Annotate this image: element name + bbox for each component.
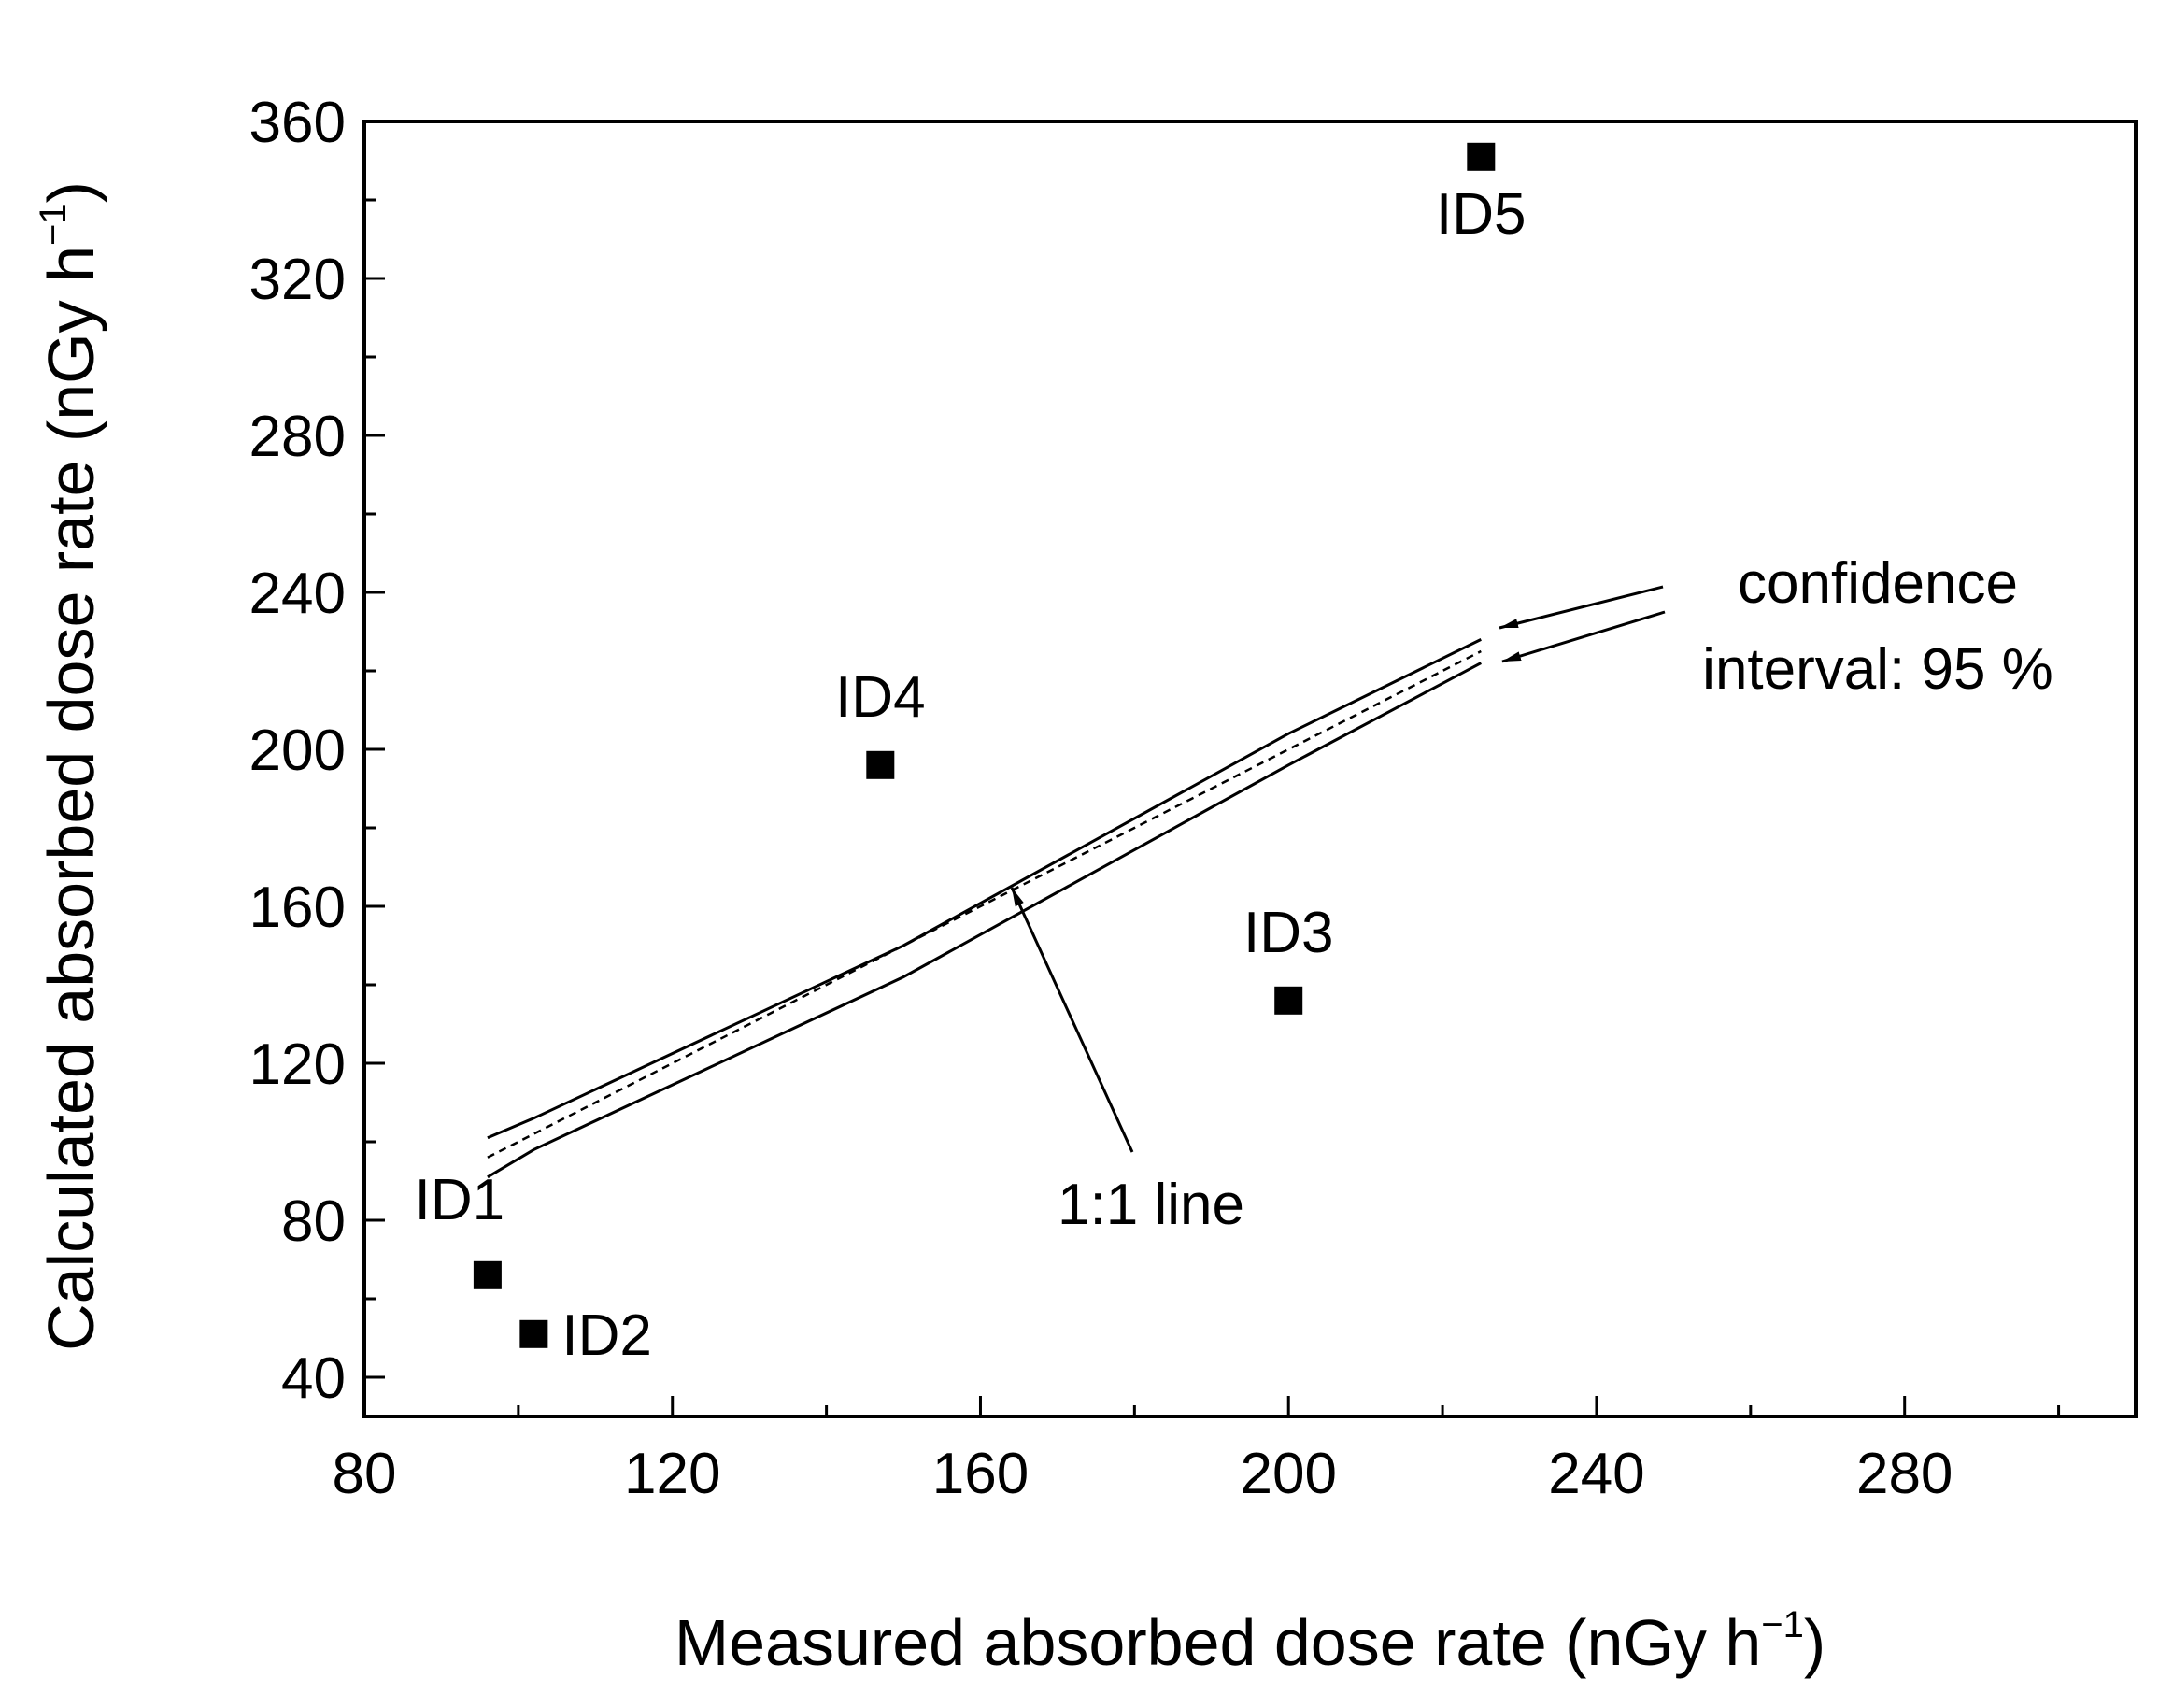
y-tick-label: 40 (281, 1346, 346, 1411)
y-tick-label: 80 (281, 1189, 346, 1254)
x-tick-label: 120 (624, 1442, 720, 1506)
x-axis-title: Measured absorbed dose rate (nGy h−1) (675, 1604, 1825, 1679)
x-tick-label: 280 (1856, 1442, 1953, 1506)
x-tick-label: 200 (1240, 1442, 1336, 1506)
y-tick-label: 240 (249, 562, 346, 626)
confidence-label-line2: interval: 95 % (1702, 637, 2053, 702)
y-tick-label: 280 (249, 405, 346, 469)
point-label-id2: ID2 (561, 1303, 651, 1368)
one-to-one-label: 1:1 line (1058, 1173, 1244, 1237)
plot-area-frame (362, 120, 2138, 1418)
data-points: ID1 ID2 ID3 ID4 ID5 (415, 142, 1527, 1368)
y-tick-label: 120 (249, 1032, 346, 1097)
one-to-one-line (487, 649, 1482, 1159)
axis-ticks (362, 120, 2061, 1416)
confidence-label-line1: confidence (1738, 551, 2018, 616)
data-point-id2 (519, 1319, 548, 1348)
x-tick-label: 80 (333, 1442, 397, 1506)
data-point-id5 (1467, 142, 1496, 171)
point-label-id1: ID1 (415, 1168, 504, 1232)
data-point-id1 (473, 1260, 502, 1289)
point-label-id3: ID3 (1243, 901, 1333, 965)
point-label-id5: ID5 (1436, 182, 1526, 247)
y-axis-title: Calculated absorbed dose rate (nGy h−1) (33, 181, 107, 1351)
y-tick-label: 320 (249, 248, 346, 312)
x-tick-label: 160 (932, 1442, 1029, 1506)
data-point-id4 (866, 750, 895, 779)
ci-lower-arrow (1501, 610, 1666, 663)
confidence-upper-line (487, 638, 1482, 1140)
x-tick-label: 240 (1548, 1442, 1644, 1506)
y-tick-label: 360 (249, 91, 346, 155)
point-label-id4: ID4 (835, 665, 925, 730)
axis-tick-labels: 80 120 160 200 240 280 40 80 120 160 200 240 280 320 3… (249, 91, 1953, 1506)
y-tick-label: 160 (249, 875, 346, 940)
confidence-lower-line (487, 662, 1483, 1179)
data-point-id3 (1274, 986, 1303, 1015)
ci-upper-arrow (1499, 585, 1664, 630)
y-tick-label: 200 (249, 719, 346, 783)
one-to-one-arrow (1010, 887, 1134, 1153)
